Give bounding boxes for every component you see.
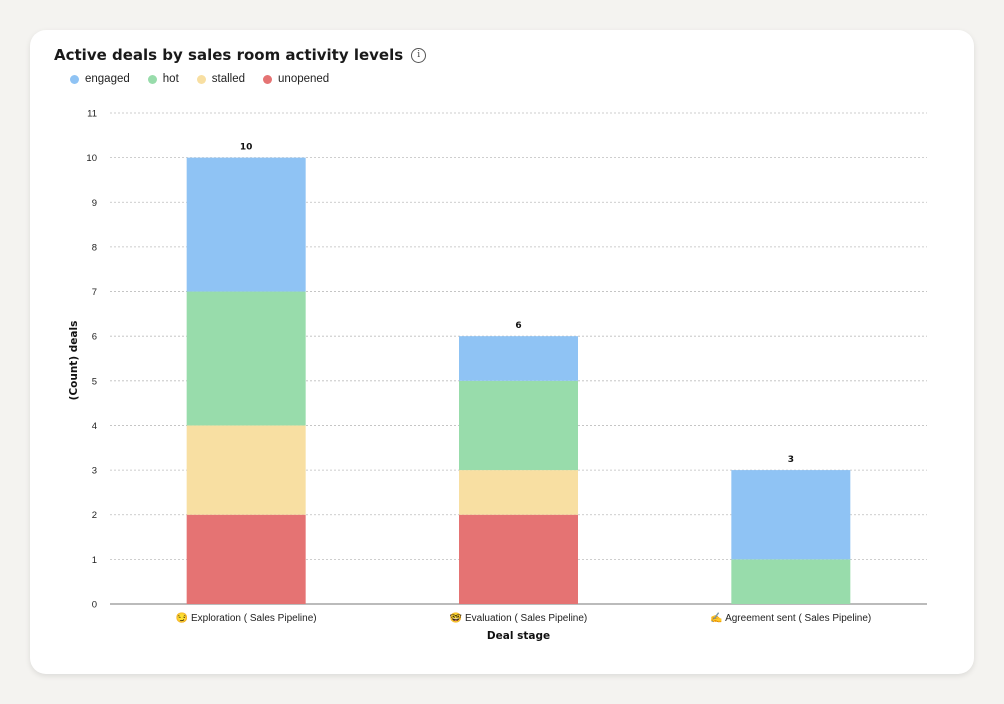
bar-segment-stalled [186, 425, 306, 515]
legend-swatch-engaged [70, 74, 79, 84]
y-tick-label: 0 [92, 600, 97, 611]
x-axis-title: Deal stage [487, 630, 550, 642]
legend-swatch-stalled [196, 74, 206, 84]
bar-segment-engaged [186, 157, 306, 292]
legend-label-engaged: engaged [85, 73, 130, 85]
info-circle-icon[interactable]: i [411, 47, 427, 63]
bar-segment-unopened [459, 514, 578, 604]
bar-segment-engaged [731, 470, 851, 560]
bar-total-label: 10 [240, 143, 253, 153]
legend-label-hot: hot [162, 73, 179, 85]
bar-segment-unopened [186, 514, 306, 604]
bar-total-label: 3 [788, 455, 794, 465]
chart-title: Active deals by sales room activity leve… [54, 46, 404, 64]
legend-swatch-hot [147, 74, 157, 84]
title-row: Active deals by sales room activity leve… [54, 46, 427, 64]
x-tick-label: ✍️ Agreement sent ( Sales Pipeline) [710, 612, 871, 624]
y-tick-label: 3 [92, 466, 97, 477]
x-tick-label: 🤓 Evaluation ( Sales Pipeline) [450, 612, 588, 624]
bar-segment-hot [459, 380, 578, 471]
y-tick-label: 2 [92, 510, 97, 521]
y-tick-label: 11 [87, 109, 97, 120]
y-tick-label: 1 [92, 555, 97, 566]
bar-segment-hot [731, 559, 851, 604]
legend-item-stalled[interactable]: stalled [196, 73, 246, 85]
bar-segment-stalled [459, 470, 578, 515]
bar-segment-engaged [459, 336, 578, 381]
bar-total-label: 6 [515, 321, 521, 331]
legend-swatch-unopened [263, 74, 273, 84]
x-tick-label: 😏 Exploration ( Sales Pipeline) [176, 612, 317, 624]
legend-item-engaged[interactable]: engaged [70, 73, 130, 85]
y-tick-label: 7 [92, 287, 97, 298]
bar-segment-hot [186, 291, 306, 426]
y-tick-label: 10 [86, 153, 97, 164]
y-tick-label: 8 [92, 242, 97, 253]
legend-item-hot[interactable]: hot [147, 73, 179, 85]
y-tick-label: 4 [92, 421, 97, 432]
y-axis-title: (Count) deals [68, 321, 80, 401]
chart-legend: engaged hot stalled unopened [70, 73, 329, 85]
y-tick-label: 6 [92, 332, 97, 343]
legend-item-unopened[interactable]: unopened [263, 73, 329, 85]
y-tick-label: 5 [92, 376, 97, 387]
y-tick-label: 9 [92, 198, 97, 209]
legend-label-stalled: stalled [211, 73, 246, 85]
legend-label-unopened: unopened [278, 73, 330, 85]
